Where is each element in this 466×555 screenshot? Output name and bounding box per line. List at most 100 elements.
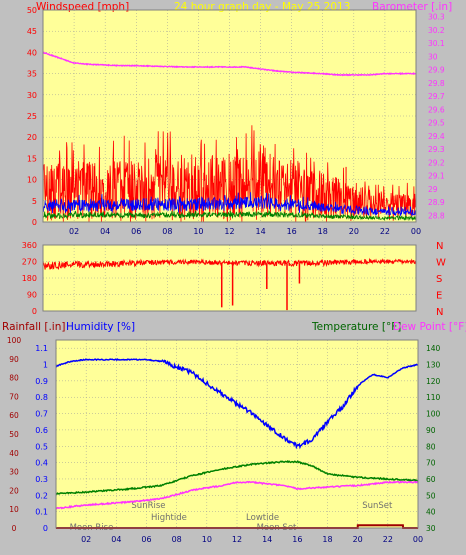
windspeed-tick-label: 10 (27, 176, 37, 185)
humidity-x-tick-label: 20 (353, 535, 363, 544)
humidity-tick-label: 0.7 (35, 410, 48, 419)
direction-tick-label: 270 (22, 258, 37, 267)
temperature-tick-label: 110 (426, 393, 441, 402)
rainfall-tick-label: 90 (9, 355, 19, 364)
windspeed-tick-label: 40 (27, 48, 37, 57)
humidity-x-tick-label: 00 (413, 535, 423, 544)
astro-annotation: Lowtide (246, 513, 279, 523)
barometer-tick-label: 29.7 (428, 92, 445, 101)
windspeed-tick-label: 20 (27, 133, 37, 142)
humidity-tick-label: 0.8 (35, 393, 48, 402)
direction-tick-label: 360 (22, 241, 37, 250)
compass-label: W (436, 258, 446, 269)
windspeed-axis-title: Windspeed [mph] (36, 1, 129, 13)
windspeed-tick-label: 25 (27, 112, 37, 121)
direction-tick-label: 90 (27, 291, 37, 300)
humidity-axis-title: Humidity [%] (66, 321, 135, 333)
barometer-tick-label: 30.3 (428, 13, 445, 22)
humidity-x-tick-label: 02 (81, 535, 91, 544)
barometer-tick-label: 30 (428, 52, 438, 61)
temperature-tick-label: 130 (426, 361, 441, 370)
humidity-x-tick-label: 10 (202, 535, 212, 544)
barometer-tick-label: 30.2 (428, 26, 445, 35)
humidity-panel-border (55, 339, 419, 529)
wind-x-tick-label: 08 (162, 227, 172, 236)
green-wind-line (42, 210, 417, 222)
rainfall-tick-label: 100 (7, 336, 22, 345)
windspeed-tick-label: 15 (27, 154, 37, 163)
humidity-x-tick-label: 22 (383, 535, 393, 544)
rainfall-tick-label: 60 (9, 411, 19, 420)
humidity-tick-label: 0.3 (35, 475, 48, 484)
red-wind-line (42, 125, 417, 223)
rainfall-tick-label: 70 (9, 392, 19, 401)
wind-panel-border (42, 9, 417, 223)
humidity-x-tick-label: 16 (292, 535, 302, 544)
wind-x-tick-label: 06 (131, 227, 141, 236)
windspeed-tick-label: 45 (27, 27, 37, 36)
temperature-tick-label: 60 (426, 475, 436, 484)
direction-panel-border (42, 244, 417, 312)
astro-annotation: Hightide (151, 513, 187, 523)
barometer-tick-label: 28.8 (428, 211, 445, 220)
blue-wind-line (42, 192, 417, 217)
compass-label: S (436, 274, 442, 285)
barometer-tick-label: 29.9 (428, 66, 445, 75)
dewpoint-line (55, 480, 419, 510)
barometer-tick-label: 29 (428, 185, 438, 194)
direction-tick-label: 0 (32, 307, 37, 316)
temperature-tick-label: 80 (426, 442, 436, 451)
compass-label: N (436, 241, 443, 252)
barometer-tick-label: 29.5 (428, 119, 445, 128)
temperature-tick-label: 40 (426, 508, 436, 517)
windspeed-tick-label: 5 (32, 197, 37, 206)
wind-x-tick-label: 02 (69, 227, 79, 236)
compass-label: E (436, 291, 442, 302)
humidity-line (55, 358, 419, 450)
barometer-axis-title: Barometer [.in] (372, 1, 452, 13)
wind-x-tick-label: 18 (318, 227, 328, 236)
humidity-tick-label: 0.2 (35, 491, 48, 500)
wind-x-tick-label: 00 (411, 227, 421, 236)
temperature-line (55, 460, 419, 495)
temperature-tick-label: 140 (426, 344, 441, 353)
humidity-tick-label: 0.4 (35, 459, 48, 468)
wind-x-tick-label: 12 (224, 227, 234, 236)
temperature-tick-label: 30 (426, 524, 436, 533)
barometer-tick-label: 29.3 (428, 145, 445, 154)
barometer-tick-label: 29.4 (428, 132, 445, 141)
wind-x-tick-label: 20 (349, 227, 359, 236)
windspeed-tick-label: 0 (32, 218, 37, 227)
temperature-axis-title: Temperature [°F] (311, 321, 401, 333)
barometer-tick-label: 29.8 (428, 79, 445, 88)
humidity-tick-label: 0.1 (35, 508, 48, 517)
temperature-tick-label: 90 (426, 426, 436, 435)
windspeed-tick-label: 30 (27, 91, 37, 100)
dewpoint-axis-title: Dew Point [°F] (393, 321, 466, 333)
temperature-tick-label: 120 (426, 377, 441, 386)
humidity-x-tick-label: 08 (172, 535, 182, 544)
rainfall-tick-label: 30 (9, 468, 19, 477)
humidity-tick-label: 1 (43, 361, 48, 370)
astro-annotation: SunRise (131, 501, 165, 511)
wind-x-tick-label: 10 (193, 227, 203, 236)
humidity-tick-label: 0.9 (35, 377, 48, 386)
rainfall-tick-label: 40 (9, 449, 19, 458)
humidity-x-tick-label: 14 (262, 535, 272, 544)
windspeed-tick-label: 35 (27, 70, 37, 79)
rainfall-tick-label: 20 (9, 486, 19, 495)
humidity-tick-label: 0.6 (35, 426, 48, 435)
rainfall-tick-label: 0 (12, 524, 17, 533)
rainfall-tick-label: 80 (9, 374, 19, 383)
humidity-tick-label: 0.5 (35, 442, 48, 451)
humidity-x-tick-label: 12 (232, 535, 242, 544)
humidity-tick-label: 1.1 (35, 344, 48, 353)
barometer-tick-label: 28.9 (428, 198, 445, 207)
wind-direction-line (42, 257, 417, 271)
rainfall-tick-label: 10 (9, 505, 19, 514)
barometer-tick-label: 30.1 (428, 39, 445, 48)
humidity-tick-label: 0 (43, 524, 48, 533)
graph-title: 24 hour graph day - May 25 2013 (174, 1, 350, 13)
